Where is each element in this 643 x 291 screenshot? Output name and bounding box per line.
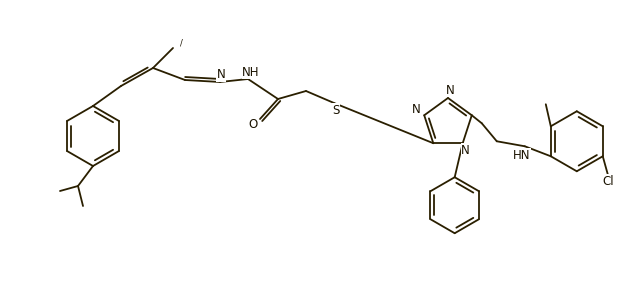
Text: N: N bbox=[446, 84, 455, 97]
Text: S: S bbox=[332, 104, 340, 116]
Text: O: O bbox=[248, 118, 258, 130]
Text: Cl: Cl bbox=[602, 175, 613, 188]
Text: N: N bbox=[412, 103, 421, 116]
Text: N: N bbox=[461, 144, 470, 157]
Text: N: N bbox=[217, 68, 226, 81]
Text: NH: NH bbox=[242, 65, 260, 79]
Text: HN: HN bbox=[513, 149, 530, 162]
Text: /: / bbox=[179, 38, 183, 47]
